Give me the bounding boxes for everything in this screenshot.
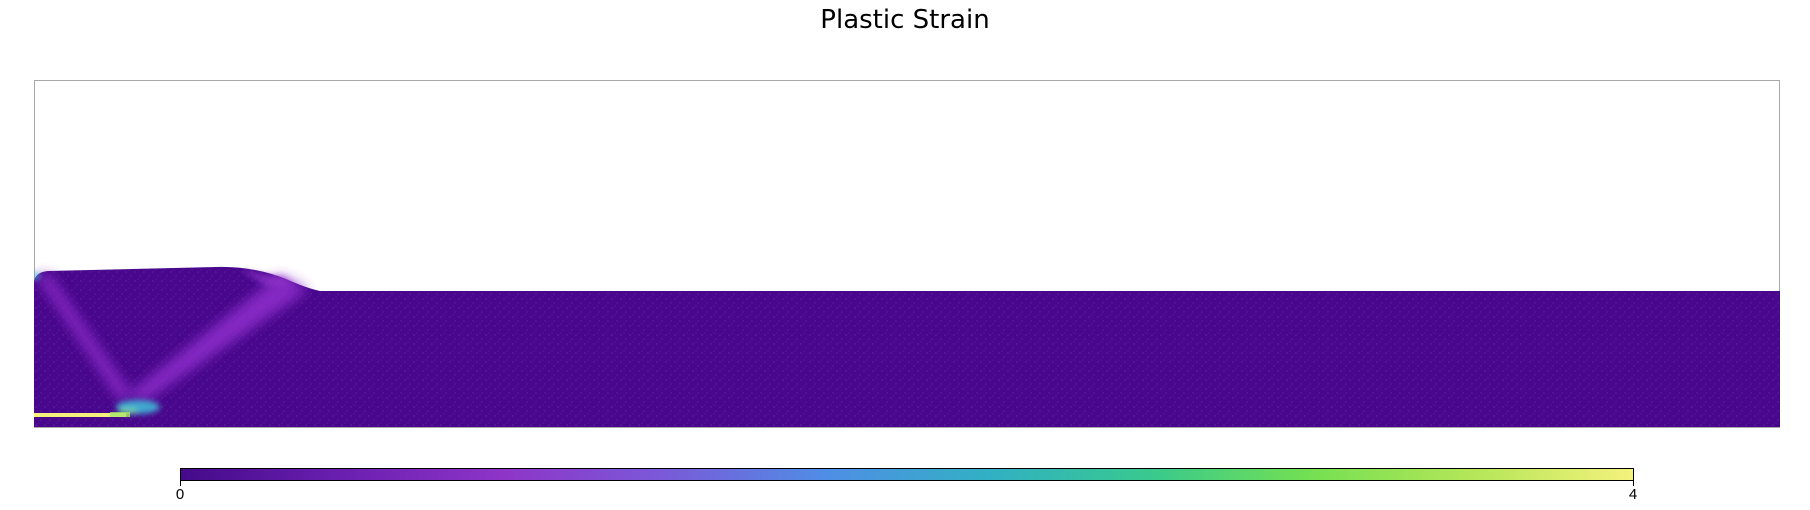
shear-band-left xyxy=(36,274,132,402)
shear-bands xyxy=(36,274,309,402)
colorbar-min-label: 0 xyxy=(175,486,185,503)
chart-title: Plastic Strain xyxy=(820,5,990,35)
high-strain-zone xyxy=(34,272,160,414)
plastic-strain-field xyxy=(34,266,1780,427)
colorbar-max-label: 4 xyxy=(1628,486,1638,503)
colorbar xyxy=(180,468,1634,481)
colorbar-tick-max xyxy=(1633,481,1634,486)
colorbar-tick-min xyxy=(180,481,181,486)
basal-high-strain-layer xyxy=(34,413,126,417)
shear-band-right xyxy=(128,275,309,402)
